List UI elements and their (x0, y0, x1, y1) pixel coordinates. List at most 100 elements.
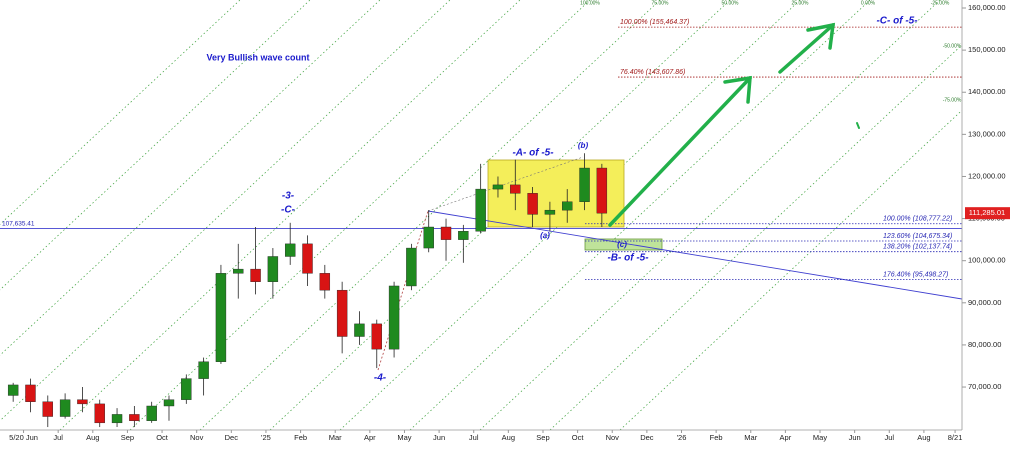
fan-line (0, 0, 311, 291)
fan-label: 100.00% (580, 0, 600, 6)
x-tick-label: Jul (53, 433, 63, 442)
wave-label: -4- (374, 373, 387, 384)
candle-body (181, 378, 192, 400)
arrow-head (723, 75, 752, 104)
x-tick-label: Apr (364, 433, 376, 442)
x-tick-label: Feb (710, 433, 723, 442)
fan-line (409, 0, 871, 430)
x-tick-label: Jun (433, 433, 445, 442)
candle-body (510, 184, 521, 194)
candle-body (354, 323, 365, 337)
fan-label: -50.00% (943, 43, 962, 49)
x-tick-label: May (397, 433, 411, 442)
trend-line (427, 156, 584, 212)
y-tick-label: 100,000.00 (968, 256, 1006, 265)
candle-body (406, 247, 417, 287)
candle-body (42, 401, 53, 417)
trend-line (427, 210, 962, 300)
x-tick-label: Apr (780, 433, 792, 442)
candle-body (336, 289, 348, 337)
x-tick-label: Oct (572, 433, 585, 442)
candle-body (371, 323, 382, 350)
candle-body (302, 243, 313, 274)
x-tick-label: Feb (294, 433, 307, 442)
candle-body (267, 256, 279, 282)
x-tick-label: '26 (677, 433, 687, 442)
x-tick-label: Aug (86, 433, 99, 442)
candle-body (458, 231, 469, 240)
candle-body (423, 226, 434, 249)
fan-line (199, 0, 661, 430)
fan-line (479, 0, 941, 430)
x-tick-label: Dec (640, 433, 654, 442)
wave-label: (c) (617, 240, 627, 249)
candle-body (25, 384, 36, 402)
x-tick-label: Sep (536, 433, 549, 442)
x-tick-label: Oct (156, 433, 169, 442)
candle-body (319, 273, 331, 291)
wave-label: -3- (282, 191, 295, 202)
candle-body (284, 243, 296, 257)
wave-label: (b) (578, 141, 589, 150)
last-price-label: 111,285.01 (969, 208, 1005, 217)
candle-body (198, 361, 209, 379)
fan-line (339, 0, 801, 430)
wave-label: -A- of -5- (512, 148, 554, 159)
x-tick-label: Mar (329, 433, 342, 442)
x-tick-label: Aug (917, 433, 930, 442)
candle-body (94, 403, 105, 424)
x-tick-label: Jun (849, 433, 861, 442)
y-tick-label: 130,000.00 (968, 129, 1006, 138)
candle-body (562, 201, 573, 211)
wave-label: -B- of -5- (607, 253, 649, 264)
axes: 100.00% 75.00% 50.00% 25.00% 0.00% -25.00% -50… (2, 0, 1010, 442)
x-tick-label: Jul (884, 433, 894, 442)
candle-body (544, 209, 556, 215)
y-tick-label: 150,000.00 (968, 45, 1006, 54)
candle-body (146, 405, 157, 421)
x-tick-label: Nov (190, 433, 204, 442)
y-tick-label: 160,000.00 (968, 3, 1006, 12)
x-tick-label: May (813, 433, 827, 442)
fan-line (0, 0, 451, 422)
last-price-box (965, 207, 1010, 220)
candle-body (475, 188, 486, 232)
projection-arrows (608, 22, 860, 227)
fan-label: 25.00% (792, 0, 810, 6)
x-tick-label: 8/21 (948, 433, 963, 442)
candle-body (579, 167, 590, 202)
candle-body (77, 399, 88, 405)
candle-body (492, 184, 504, 190)
fan-label: 50.00% (722, 0, 740, 6)
fan-lines (0, 0, 962, 430)
x-tick-label: Dec (225, 433, 239, 442)
candle-body (596, 167, 608, 214)
y-tick-label: 140,000.00 (968, 87, 1006, 96)
x-tick-label: Nov (606, 433, 620, 442)
x-tick-label: 5/20 Jun (9, 433, 38, 442)
candle-body (233, 268, 244, 274)
y-tick-label: 70,000.00 (968, 382, 1001, 391)
candle-body (163, 399, 175, 407)
x-tick-label: Mar (744, 433, 757, 442)
arrow-head (806, 22, 836, 50)
fib-label: 76.40% (143,607.86) (620, 69, 685, 76)
fib-label: 123.60% (104,675.34) (883, 233, 952, 240)
wave-label: -C- of -5- (876, 16, 918, 27)
x-tick-label: '25 (261, 433, 271, 442)
plot (0, 26, 962, 428)
candle-body (527, 193, 538, 215)
fib-label: 138.20% (102,137.74) (883, 244, 952, 251)
fan-line (129, 0, 591, 430)
y-tick-label: 90,000.00 (968, 298, 1001, 307)
fan-line (59, 0, 521, 430)
wave-label: -C- (281, 205, 296, 216)
tick-mark (856, 122, 860, 129)
fib-label: 100.00% (155,464.37) (620, 19, 689, 26)
fan-line (0, 0, 381, 356)
support-label: 107,635.41 (2, 220, 35, 227)
fib-label: 176.40% (95,498.27) (883, 271, 948, 278)
trend-lines (377, 156, 962, 371)
wave-label: (a) (540, 231, 550, 240)
candle-body (388, 285, 400, 350)
